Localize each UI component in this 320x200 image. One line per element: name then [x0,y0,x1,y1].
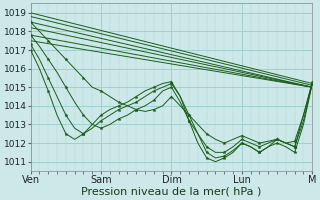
X-axis label: Pression niveau de la mer( hPa ): Pression niveau de la mer( hPa ) [81,187,262,197]
